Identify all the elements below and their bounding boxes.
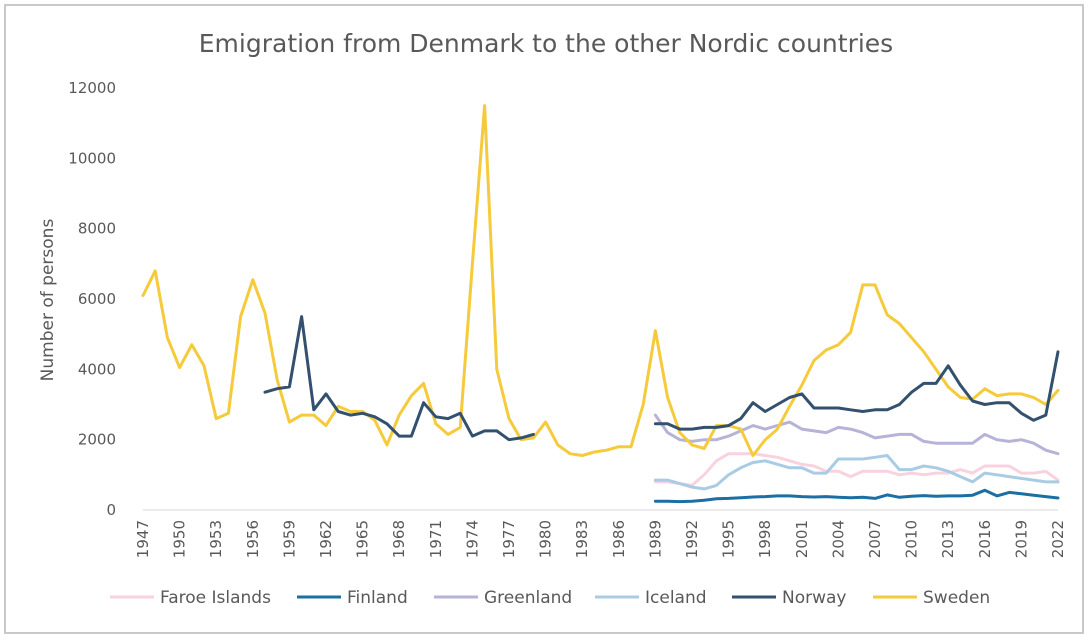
x-tick-label: 2019 [1012,520,1030,558]
series-line-sweden [141,104,1060,457]
x-tick-label: 1959 [280,520,298,558]
x-tick-label: 2016 [976,520,994,558]
x-tick-label: 2007 [866,520,884,558]
y-tick-label: 2000 [78,431,116,449]
x-tick-label: 1962 [317,520,335,558]
chart-title: Emigration from Denmark to the other Nor… [199,29,893,58]
x-tick-label: 1974 [463,520,481,558]
x-axis: 1947 1950 1953 1956 1959 1962 1965 1968 1971 1974… [134,520,1067,558]
series-line-finland [653,488,1060,504]
legend-label-finland: Finland [347,588,408,608]
y-axis-label: Number of persons [38,219,58,382]
y-axis: 0 2000 4000 6000 8000 10000 12000 [68,79,116,519]
series-line-iceland [653,454,1060,491]
x-tick-label: 1977 [500,520,518,558]
y-tick-label: 10000 [68,149,116,167]
legend-label-greenland: Greenland [484,588,572,608]
x-tick-label: 1947 [134,520,152,558]
x-tick-label: 1950 [171,520,189,558]
y-tick-label: 4000 [78,360,116,378]
x-tick-label: 2022 [1049,520,1067,558]
x-tick-label: 1989 [646,520,664,558]
legend-label-sweden: Sweden [923,588,990,608]
x-tick-label: 1968 [390,520,408,558]
x-tick-label: 1986 [610,520,628,558]
x-tick-label: 1965 [354,520,372,558]
x-tick-label: 1980 [537,520,555,558]
x-tick-label: 2004 [829,520,847,558]
x-tick-label: 2010 [903,520,921,558]
x-tick-label: 2013 [939,520,957,558]
y-tick-label: 8000 [78,220,116,238]
x-tick-label: 2001 [793,520,811,558]
y-tick-label: 6000 [78,290,116,308]
y-tick-label: 0 [106,501,116,519]
x-tick-label: 1953 [207,520,225,558]
chart-frame [4,4,1084,634]
x-tick-label: 1995 [720,520,738,558]
x-tick-label: 1971 [427,520,445,558]
legend: Faroe Islands Finland Greenland Iceland Norw… [110,588,990,608]
legend-label-norway: Norway [782,588,847,608]
x-tick-label: 1983 [573,520,591,558]
x-tick-label: 1998 [756,520,774,558]
series-line-faroe-islands [653,452,1060,487]
x-tick-label: 1956 [244,520,262,558]
plot-area [141,104,1060,504]
legend-label-faroe-islands: Faroe Islands [160,588,271,608]
legend-label-iceland: Iceland [645,588,707,608]
y-tick-label: 12000 [68,79,116,97]
series-line-greenland [653,413,1060,456]
x-tick-label: 1992 [683,520,701,558]
series-line-norway [263,315,1060,442]
